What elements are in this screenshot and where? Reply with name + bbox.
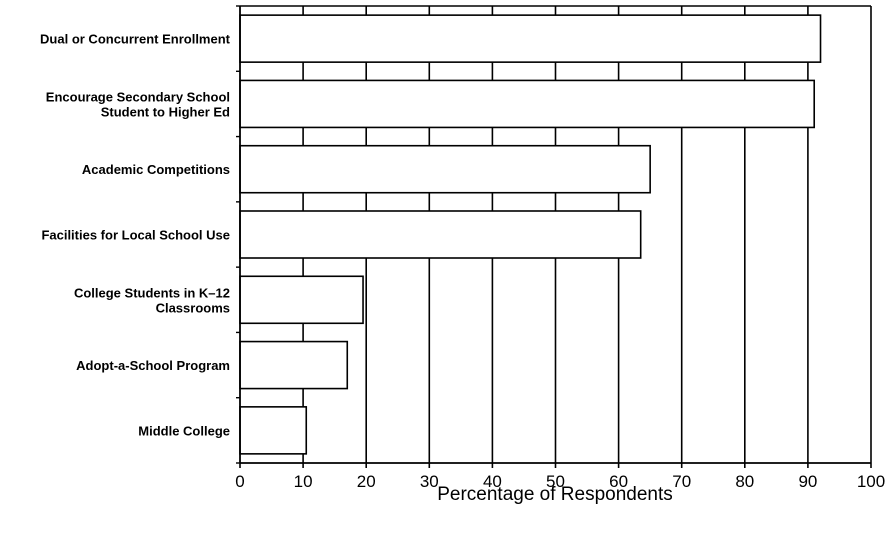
x-tick-label: 0 [235,472,244,491]
category-label-line: College Students in K–12 [74,285,230,300]
category-label-line: Facilities for Local School Use [41,228,230,243]
x-tick-label: 100 [857,472,885,491]
category-labels: Dual or Concurrent Enrollment Encourage S… [40,32,231,439]
bar [239,406,308,455]
category-label: College Students in K–12 Classrooms [74,285,230,315]
bar [239,275,364,325]
bar [239,144,651,194]
bar [239,14,822,63]
category-label: Facilities for Local School Use [41,228,230,243]
bars [239,14,822,455]
category-label-line: Adopt-a-School Program [76,358,230,373]
x-tick-label: 20 [357,472,376,491]
category-label: Adopt-a-School Program [76,358,230,373]
category-label-line: Dual or Concurrent Enrollment [40,32,231,47]
x-tick-label: 10 [294,472,313,491]
bar [239,210,642,259]
x-tick-label: 80 [735,472,754,491]
category-label-line: Academic Competitions [82,162,230,177]
category-label: Academic Competitions [82,162,230,177]
x-tick-label: 30 [420,472,439,491]
category-label-line: Encourage Secondary School [46,89,230,104]
axes [236,5,872,468]
category-label: Middle College [138,423,230,438]
x-tick-label: 60 [609,472,628,491]
bar [239,79,816,129]
x-tick-label: 90 [798,472,817,491]
category-label: Encourage Secondary School Student to Hig… [46,89,230,119]
x-tick-label: 40 [483,472,502,491]
bar [239,340,349,390]
category-label: Dual or Concurrent Enrollment [40,32,231,47]
x-axis-title: Percentage of Respondents [437,484,673,505]
tick-labels: 0 10 20 30 40 50 60 70 80 90 100 [235,472,885,491]
category-label-line: Middle College [138,423,230,438]
category-label-line: Student to Higher Ed [101,104,230,119]
category-label-line: Classrooms [156,300,230,315]
x-tick-label: 50 [546,472,565,491]
x-tick-label: 70 [672,472,691,491]
